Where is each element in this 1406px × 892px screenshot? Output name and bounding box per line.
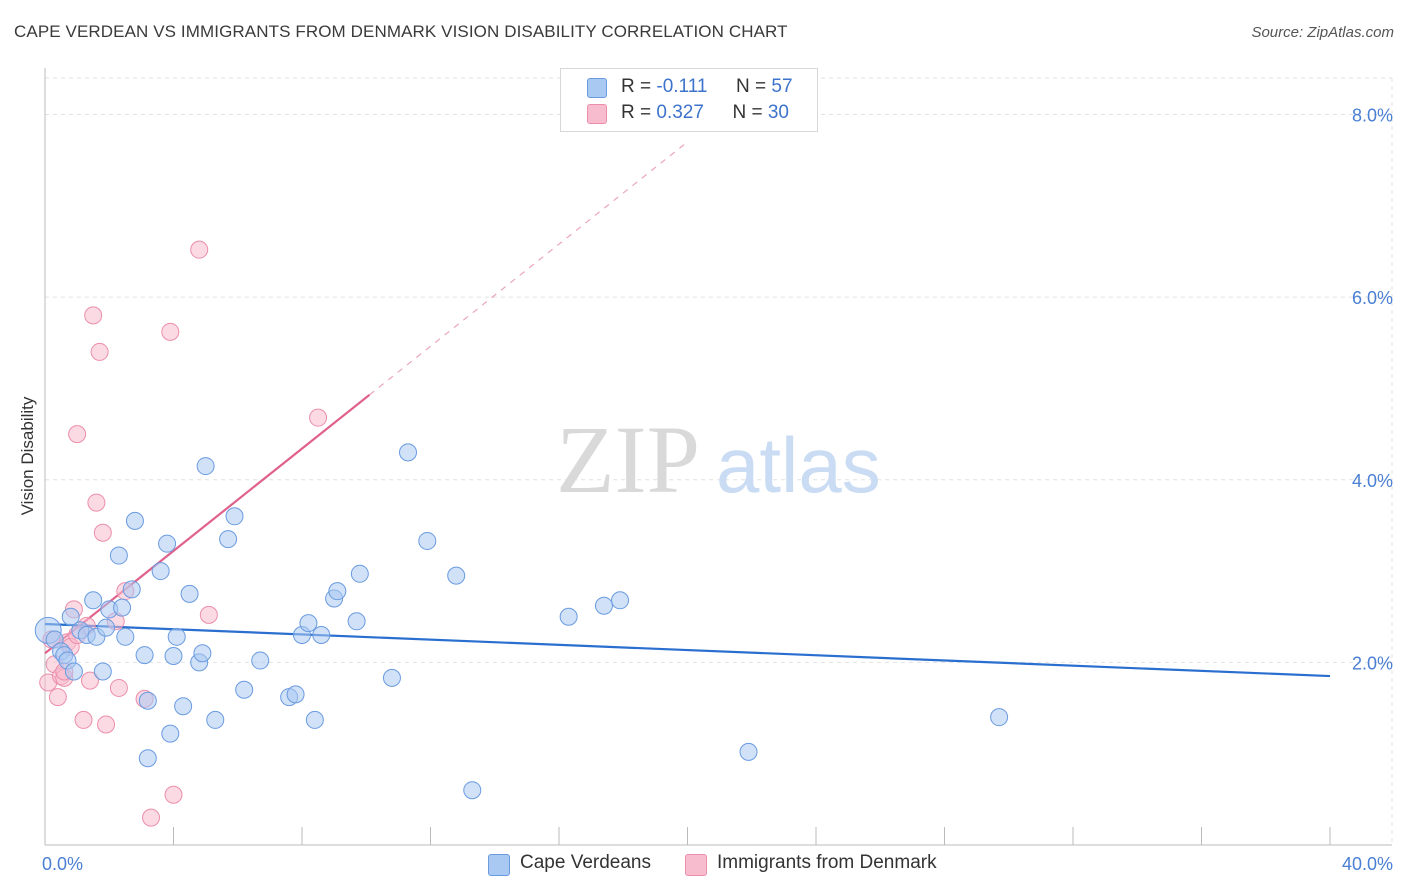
data-point [199,605,218,624]
data-point [164,785,183,804]
y-axis-title: Vision Disability [18,396,37,515]
data-point [559,607,578,626]
legend-swatch-blue [587,78,607,98]
watermark-atlas: atlas [716,421,881,509]
data-point [286,685,305,704]
legend-r-label: R = [621,76,657,97]
data-point [48,688,67,707]
series-cape-verdeans [34,443,1009,800]
data-point [299,614,318,633]
data-point [93,523,112,542]
trend-lines [44,141,1331,678]
data-point [97,715,116,734]
data-point [447,566,466,585]
data-point [990,708,1009,727]
chart-title: CAPE VERDEAN VS IMMIGRANTS FROM DENMARK … [14,22,788,41]
data-point [90,342,109,361]
data-point [196,457,215,476]
trend-line-immigrants-denmark [44,393,371,655]
data-point [328,582,347,601]
data-point [138,691,157,710]
x-tick-label: 0.0% [42,854,83,874]
series-immigrants-from-denmark [39,240,328,827]
data-point [312,625,331,644]
y-tick-label: 2.0% [1352,653,1393,673]
data-point [382,668,401,687]
watermark-zip: ZIP [556,406,700,513]
source-label: Source: ZipAtlas.com [1251,24,1394,41]
data-point [64,662,83,681]
data-point [305,710,324,729]
data-point [138,749,157,768]
data-point [347,612,366,631]
data-point [109,546,128,565]
legend-r-value: 0.327 [656,102,704,123]
data-point [251,651,270,670]
data-point [93,662,112,681]
bottom-legend-swatch-blue [488,854,510,876]
data-point [309,408,328,427]
data-point [125,511,144,530]
tick-labels: 2.0% 4.0% 6.0% 8.0% 0.0% 40.0% [42,106,1393,874]
data-point [350,564,369,583]
data-point [164,646,183,665]
data-point [109,678,128,697]
data-point [174,697,193,716]
data-point [180,584,199,603]
data-point [193,644,212,663]
data-point [418,531,437,550]
y-tick-label: 6.0% [1352,288,1393,308]
data-point [158,534,177,553]
data-point [219,530,238,549]
data-point [594,596,613,615]
data-point [225,507,244,526]
trend-line-cape-verdeans [44,622,1331,678]
data-point [463,781,482,800]
data-point [97,618,116,637]
data-point [399,443,418,462]
data-point [84,591,103,610]
data-point [122,580,141,599]
legend-n-label: N = [732,102,768,123]
data-point [206,710,225,729]
bottom-legend-label: Immigrants from Denmark [717,852,937,873]
data-point [135,646,154,665]
legend-r-value: -0.111 [656,76,708,97]
x-tick-label: 40.0% [1342,854,1393,874]
data-point [116,627,135,646]
watermark: ZIP atlas [556,406,881,513]
y-tick-label: 4.0% [1352,471,1393,491]
data-point [68,425,87,444]
axes [44,68,1392,846]
data-point [151,562,170,581]
y-tick-label: 8.0% [1352,106,1393,126]
data-point [161,322,180,341]
data-point [739,742,758,761]
legend-n-value: 30 [767,102,789,123]
legend-n-label: N = [736,76,772,97]
legend-swatch-pink [587,104,607,124]
data-point [61,607,80,626]
data-point [87,493,106,512]
data-point [235,680,254,699]
correlation-legend: R = -0.111 N = 57 R = 0.327 N = 30 [560,68,818,132]
legend-n-value: 57 [771,76,793,97]
trend-line-dashed-extension [369,141,688,396]
data-point [161,724,180,743]
data-point [611,591,630,610]
bottom-legend-label: Cape Verdeans [520,852,651,873]
data-point [113,598,132,617]
data-point [167,627,186,646]
data-point [190,240,209,259]
legend-r-label: R = [621,102,657,123]
bottom-legend-swatch-pink [685,854,707,876]
data-point [84,306,103,325]
data-point [74,710,93,729]
data-point [80,671,99,690]
data-point [142,808,161,827]
